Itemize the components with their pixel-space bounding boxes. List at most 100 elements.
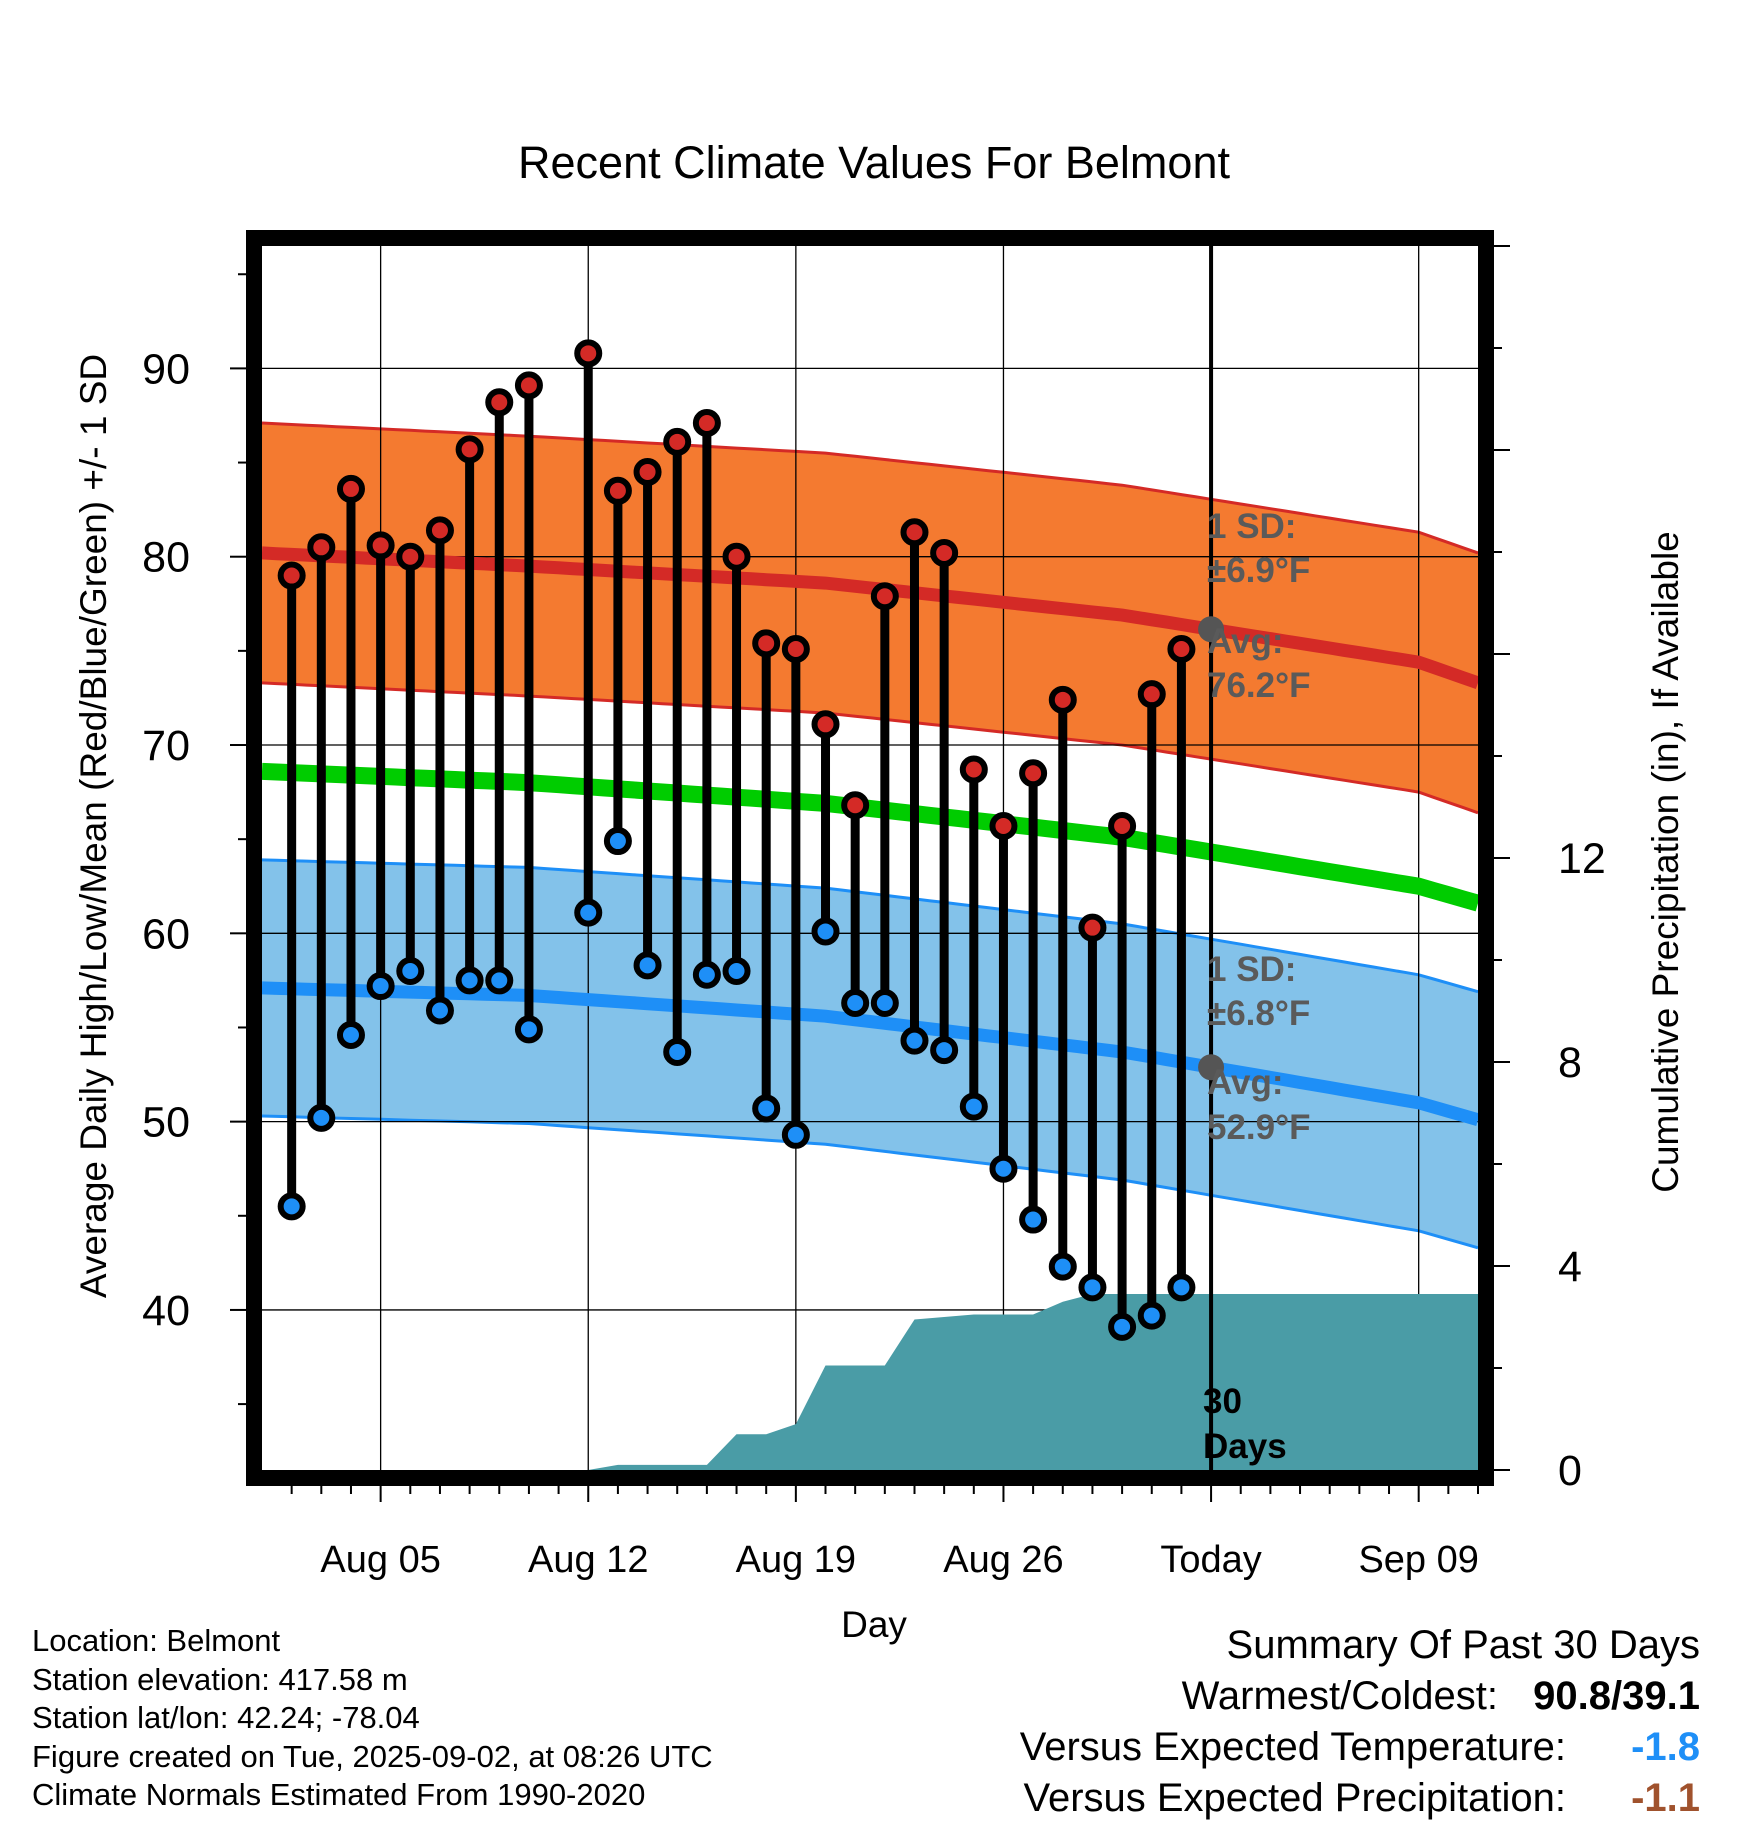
daily-high-point-1 bbox=[307, 533, 336, 562]
high-sd-band bbox=[262, 423, 1478, 813]
warmest-label: Warmest/Coldest: bbox=[1181, 1674, 1498, 1718]
precipitation-area bbox=[262, 1294, 1478, 1470]
daily-high-point-3 bbox=[366, 531, 395, 560]
daily-high-point-24 bbox=[989, 811, 1018, 840]
high-sd-upper-edge bbox=[261, 421, 1479, 555]
daily-low-point-21 bbox=[900, 1026, 929, 1055]
daily-low-point-7 bbox=[485, 966, 514, 995]
daily-low-point-20 bbox=[870, 988, 899, 1017]
daily-markers bbox=[277, 339, 1225, 1341]
daily-low-point-5 bbox=[425, 996, 454, 1025]
daily-low-point-17 bbox=[781, 1120, 810, 1149]
daily-high-point-15 bbox=[722, 542, 751, 571]
daily-high-point-13 bbox=[663, 427, 692, 456]
low-sd-band bbox=[262, 859, 1478, 1248]
location-text: Location: Belmont bbox=[32, 1623, 281, 1658]
y2-tick-label-2: 8 bbox=[1558, 1039, 1582, 1087]
daily-high-point-17 bbox=[781, 634, 810, 663]
today-high-normal-marker bbox=[1198, 616, 1225, 643]
daily-low-point-1 bbox=[307, 1103, 336, 1132]
elevation-text: Station elevation: 417.58 m bbox=[32, 1661, 408, 1697]
precip-label: Versus Expected Precipitation: bbox=[1023, 1776, 1566, 1820]
x-tick-label-4: Today bbox=[1160, 1539, 1261, 1581]
daily-low-point-22 bbox=[930, 1036, 959, 1065]
daily-high-point-20 bbox=[870, 582, 899, 611]
normal-high-line bbox=[261, 546, 1481, 690]
normals-text: Climate Normals Estimated From 1990-2020 bbox=[32, 1777, 646, 1812]
axes: 40 50 60 70 80 90 0 4 8 12 Aug 05 Aug 12 Aug 19 Aug 2… bbox=[142, 245, 1606, 1581]
daily-high-point-8 bbox=[514, 371, 543, 400]
daily-high-point-30 bbox=[1167, 634, 1196, 663]
daily-low-point-13 bbox=[663, 1037, 692, 1066]
daily-high-point-6 bbox=[455, 435, 484, 464]
daily-low-point-19 bbox=[841, 988, 870, 1017]
plot-frame bbox=[246, 230, 1494, 1486]
daily-high-point-14 bbox=[692, 409, 721, 438]
chart-title: Recent Climate Values For Belmont bbox=[518, 137, 1230, 188]
temp-value: -1.8 bbox=[1631, 1725, 1700, 1769]
daily-high-point-27 bbox=[1078, 913, 1107, 942]
daily-high-point-10 bbox=[574, 339, 603, 368]
y2-tick-label-1: 4 bbox=[1558, 1243, 1582, 1291]
warmest-value: 90.8/39.1 bbox=[1533, 1674, 1700, 1718]
y-tick-label-0: 40 bbox=[142, 1287, 190, 1335]
precip-value: -1.1 bbox=[1631, 1776, 1700, 1820]
daily-low-point-11 bbox=[603, 827, 632, 856]
daily-low-point-29 bbox=[1137, 1301, 1166, 1330]
summary-precip-row: Versus Expected Precipitation: -1.1 bbox=[1020, 1773, 1700, 1824]
y-tick-label-2: 60 bbox=[142, 910, 190, 958]
y-tick-label-5: 90 bbox=[142, 345, 190, 393]
daily-high-point-12 bbox=[633, 457, 662, 486]
x-tick-label-5: Sep 09 bbox=[1358, 1539, 1478, 1581]
days-count: 30 bbox=[1203, 1382, 1242, 1421]
normal-low-line bbox=[261, 981, 1480, 1126]
low-avg-value: 52.9°F bbox=[1207, 1108, 1311, 1147]
temp-label: Versus Expected Temperature: bbox=[1019, 1725, 1566, 1769]
daily-high-point-25 bbox=[1019, 759, 1048, 788]
daily-low-point-18 bbox=[811, 917, 840, 946]
latlon-text: Station lat/lon: 42.24; -78.04 bbox=[32, 1700, 420, 1735]
normal-lines bbox=[261, 546, 1481, 1126]
x-axis-label: Day bbox=[841, 1604, 907, 1645]
summary-title: Summary Of Past 30 Days bbox=[1226, 1623, 1700, 1667]
daily-high-point-29 bbox=[1137, 680, 1166, 709]
low-sd-value: ±6.8°F bbox=[1207, 994, 1310, 1033]
daily-low-point-4 bbox=[396, 956, 425, 985]
x-tick-label-0: Aug 05 bbox=[320, 1539, 440, 1581]
high-sd-value: ±6.9°F bbox=[1207, 551, 1310, 590]
y-tick-label-4: 80 bbox=[142, 534, 190, 582]
daily-high-point-0 bbox=[277, 561, 306, 590]
daily-high-point-4 bbox=[396, 542, 425, 571]
summary-warmest-row: Warmest/Coldest: 90.8/39.1 bbox=[1020, 1671, 1700, 1722]
daily-low-point-30 bbox=[1167, 1273, 1196, 1302]
daily-high-point-7 bbox=[485, 388, 514, 417]
normal-mean-line bbox=[261, 762, 1481, 912]
daily-high-point-23 bbox=[959, 755, 988, 784]
daily-low-point-6 bbox=[455, 966, 484, 995]
daily-low-point-8 bbox=[514, 1015, 543, 1044]
daily-low-point-23 bbox=[959, 1092, 988, 1121]
summary-panel: Summary Of Past 30 Days Warmest/Coldest:… bbox=[1020, 1620, 1700, 1824]
daily-high-point-28 bbox=[1108, 811, 1137, 840]
daily-high-point-2 bbox=[336, 474, 365, 503]
daily-low-point-3 bbox=[366, 972, 395, 1001]
daily-low-point-12 bbox=[633, 951, 662, 980]
y2-axis-label: Cumulative Precipitation (in), If Availa… bbox=[1645, 531, 1686, 1193]
low-sd-upper-edge bbox=[261, 858, 1479, 994]
daily-range-stems bbox=[287, 353, 1186, 1327]
y-axis-label: Average Daily High/Low/Mean (Red/Blue/Gr… bbox=[73, 354, 114, 1298]
daily-low-point-27 bbox=[1078, 1273, 1107, 1302]
y2-tick-label-0: 0 bbox=[1558, 1447, 1582, 1495]
low-avg-label: Avg: bbox=[1207, 1063, 1283, 1102]
created-text: Figure created on Tue, 2025-09-02, at 08… bbox=[32, 1738, 713, 1774]
daily-low-point-10 bbox=[574, 898, 603, 927]
daily-high-point-22 bbox=[930, 538, 959, 567]
daily-high-point-19 bbox=[841, 791, 870, 820]
summary-temp-row: Versus Expected Temperature: -1.8 bbox=[1020, 1722, 1700, 1773]
x-tick-label-1: Aug 12 bbox=[528, 1539, 648, 1581]
high-sd-lower-edge bbox=[261, 681, 1479, 815]
daily-low-point-25 bbox=[1019, 1205, 1048, 1234]
y2-tick-label-3: 12 bbox=[1558, 835, 1606, 883]
high-sd-label: 1 SD: bbox=[1207, 507, 1296, 546]
x-tick-label-3: Aug 26 bbox=[943, 1539, 1063, 1581]
